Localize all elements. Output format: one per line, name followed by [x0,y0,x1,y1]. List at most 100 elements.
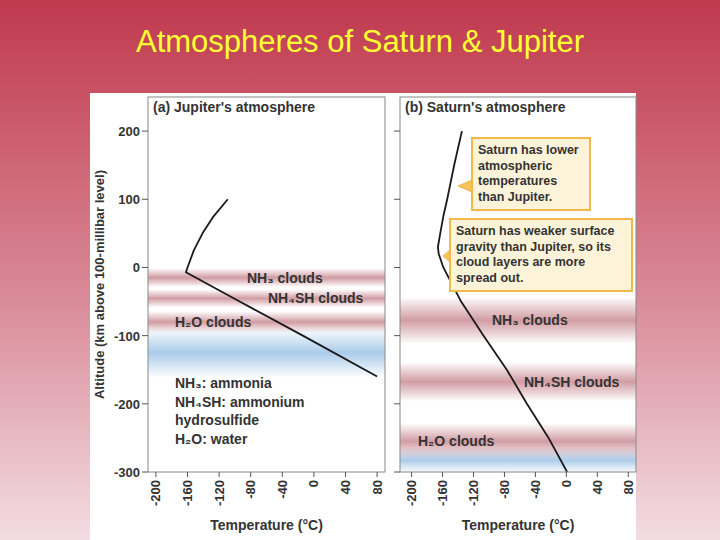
y-tick-label: -100 [114,329,140,344]
annotation-pointer [458,180,472,192]
y-tick [394,131,400,132]
x-tick [219,472,220,477]
y-tick [142,472,148,473]
band-label: NH₃ clouds [492,312,568,328]
x-tick [313,472,314,477]
panel: NH₃ clouds NH₄SH clouds H₂O clouds -200 -160… [394,97,636,533]
x-tick-label: 40 [590,480,605,494]
x-tick-label: 0 [306,480,321,487]
temperature-curve [186,199,377,376]
x-tick-label: -160 [435,480,450,506]
annotation-box [450,219,632,291]
y-tick [142,267,148,268]
x-tick-label: -80 [497,480,512,499]
annotation: Saturn has loweratmospherictemperaturest… [458,138,590,210]
y-tick [394,267,400,268]
y-axis-title: Altitude (km above 100-millibar level) [92,170,107,399]
annotation-text-line: gravity than Jupiter, so its [456,240,611,254]
x-tick-label: 80 [621,480,636,494]
cloud-band [148,312,385,332]
panel-title: (a) Jupiter's atmosphere [153,99,315,115]
x-axis-title: Temperature (°C) [462,517,575,533]
y-tick [394,335,400,336]
annotation-box [472,138,590,210]
x-tick [597,472,598,477]
key-text-line: H₂O: water [175,431,248,447]
y-tick-label: -300 [114,465,140,480]
y-tick [142,199,148,200]
x-tick-label: -120 [466,480,481,506]
x-tick-label: 40 [338,480,353,494]
plot-area [400,131,636,472]
panel-title: (b) Saturn's atmosphere [405,99,566,115]
key-text: NH₄SH: ammonium hydrosulfide [175,394,305,428]
annotation-pointer [443,250,450,262]
x-tick-label: -200 [404,480,419,506]
y-tick [142,335,148,336]
annotation-text-line: than Jupiter. [478,190,552,204]
y-tick-label: 100 [118,192,140,207]
x-tick-label: 80 [370,480,385,494]
x-tick-label: -40 [528,480,543,499]
key-text: H₂O: water [175,431,248,447]
y-tick-label: -200 [114,397,140,412]
y-tick [142,131,148,132]
x-tick [411,472,412,477]
x-tick [187,472,188,477]
annotation-text-line: temperatures [478,174,557,188]
plot-frame [400,97,636,472]
y-tick [394,199,400,200]
x-tick-label: -40 [275,480,290,499]
x-tick-label: -80 [243,480,258,499]
key-text: NH₃: ammonia [175,375,272,391]
cloud-band [148,329,385,377]
x-tick [442,472,443,477]
x-tick-label: -120 [212,480,227,506]
band-label: NH₄SH clouds [524,374,620,390]
x-tick [473,472,474,477]
x-tick [628,472,629,477]
annotation-text-line: Saturn has weaker surface [456,224,614,238]
y-tick [142,403,148,404]
plot-area [148,199,385,376]
annotation-text-line: Saturn has lower [478,143,579,157]
cloud-band [148,290,385,307]
band-label: NH₃ clouds [247,270,323,286]
y-tick [394,403,400,404]
plot-frame [148,97,385,472]
band-label: H₂O clouds [175,314,251,330]
x-axis-title: Temperature (°C) [210,517,323,533]
x-tick [282,472,283,477]
cloud-band [400,298,636,342]
y-tick-label: 0 [133,260,140,275]
x-tick [566,472,567,477]
x-tick [377,472,378,477]
slide-title: Atmospheres of Saturn & Jupiter [136,24,584,59]
y-tick-label: 200 [118,124,140,139]
x-tick-label: -160 [180,480,195,506]
cloud-band [400,424,636,458]
background [0,0,720,540]
key-text-line: NH₃: ammonia [175,375,272,391]
band-label: NH₄SH clouds [268,290,364,306]
x-tick [155,472,156,477]
y-tick [394,472,400,473]
cloud-band [148,269,385,287]
x-tick-label: -200 [148,480,163,506]
temperature-curve [438,131,567,472]
x-tick [345,472,346,477]
band-label: H₂O clouds [418,433,494,449]
figure-area [90,93,636,540]
x-tick-label: 0 [559,480,574,487]
key-text-line: hydrosulfide [175,412,259,428]
annotation-text: Saturn has loweratmospherictemperaturest… [478,143,579,204]
key-text-line: NH₄SH: ammonium [175,394,305,410]
annotation-text-line: cloud layers are more [456,255,585,269]
panel: NH₃ clouds NH₄SH clouds H₂O clouds -200 -160… [92,97,385,533]
annotation: Saturn has weaker surface gravity than Ju… [443,219,632,291]
slide: Atmospheres of Saturn & Jupiter NH₃ cloud… [0,0,720,540]
annotation-text-line: spread out. [456,271,523,285]
x-tick [504,472,505,477]
x-tick [535,472,536,477]
x-tick [250,472,251,477]
